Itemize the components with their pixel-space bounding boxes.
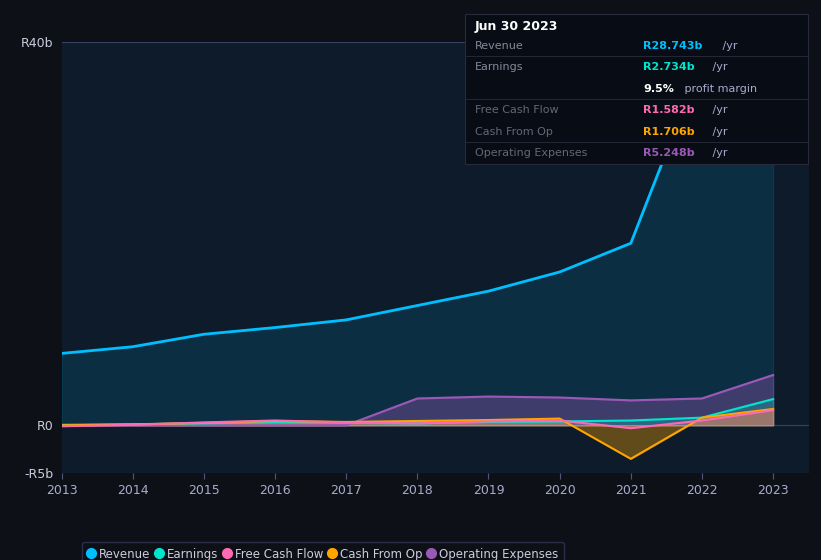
Text: Revenue: Revenue — [475, 41, 523, 51]
Text: /yr: /yr — [718, 41, 737, 51]
Text: Operating Expenses: Operating Expenses — [475, 148, 587, 158]
Text: R5.248b: R5.248b — [643, 148, 695, 158]
Text: R1.582b: R1.582b — [643, 105, 695, 115]
Text: Free Cash Flow: Free Cash Flow — [475, 105, 558, 115]
Text: R28.743b: R28.743b — [643, 41, 703, 51]
Legend: Revenue, Earnings, Free Cash Flow, Cash From Op, Operating Expenses: Revenue, Earnings, Free Cash Flow, Cash … — [82, 542, 564, 560]
Text: /yr: /yr — [709, 127, 727, 137]
Text: /yr: /yr — [709, 148, 727, 158]
Text: Cash From Op: Cash From Op — [475, 127, 553, 137]
Text: /yr: /yr — [709, 63, 727, 72]
Text: Earnings: Earnings — [475, 63, 523, 72]
Text: Jun 30 2023: Jun 30 2023 — [475, 20, 558, 32]
Text: R1.706b: R1.706b — [643, 127, 695, 137]
Text: profit margin: profit margin — [681, 84, 757, 94]
Text: /yr: /yr — [709, 105, 727, 115]
Text: R2.734b: R2.734b — [643, 63, 695, 72]
Text: 9.5%: 9.5% — [643, 84, 674, 94]
